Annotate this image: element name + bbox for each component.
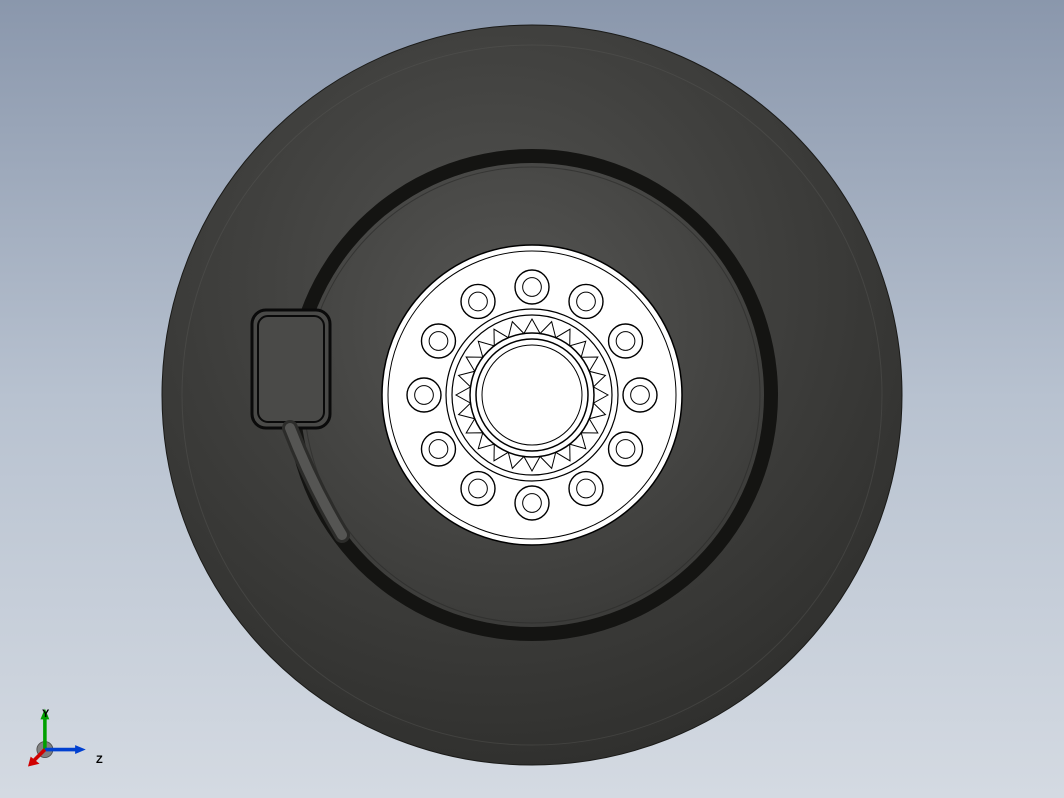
- bolt-hole: [461, 284, 495, 318]
- bolt-hole: [421, 432, 455, 466]
- bolt-hole: [609, 432, 643, 466]
- bolt-hole: [569, 472, 603, 506]
- axis-triad[interactable]: [20, 698, 100, 778]
- bolt-hole: [569, 284, 603, 318]
- cad-viewport[interactable]: Y Z: [0, 0, 1064, 798]
- axis-label-y: Y: [42, 708, 49, 720]
- axis-x: [28, 750, 45, 767]
- bolt-hole: [609, 324, 643, 358]
- center-bore: [476, 339, 588, 451]
- bolt-hole: [623, 378, 657, 412]
- axis-label-z: Z: [96, 754, 103, 766]
- bolt-hole: [461, 472, 495, 506]
- bolt-hole: [407, 378, 441, 412]
- bolt-hole: [515, 486, 549, 520]
- bolt-hole: [515, 270, 549, 304]
- bolt-hole: [421, 324, 455, 358]
- wheel-assembly[interactable]: [132, 0, 932, 795]
